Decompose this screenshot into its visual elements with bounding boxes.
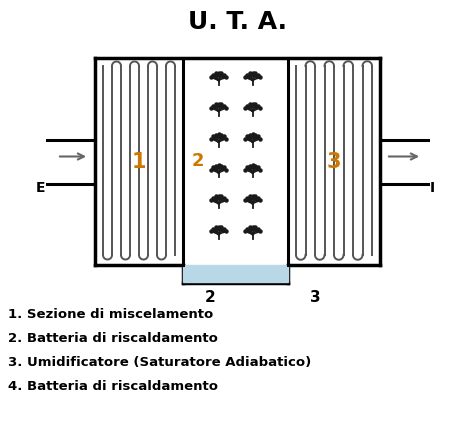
- Text: 3: 3: [327, 151, 341, 172]
- Text: 2. Batteria di riscaldamento: 2. Batteria di riscaldamento: [8, 332, 218, 345]
- Text: 2: 2: [192, 152, 204, 170]
- Text: 3. Umidificatore (Saturatore Adiabatico): 3. Umidificatore (Saturatore Adiabatico): [8, 356, 311, 369]
- Text: 3: 3: [310, 290, 320, 305]
- Text: U. T. A.: U. T. A.: [188, 10, 287, 34]
- Text: 2: 2: [205, 290, 216, 305]
- Text: 4. Batteria di riscaldamento: 4. Batteria di riscaldamento: [8, 380, 218, 393]
- Text: I: I: [430, 181, 435, 196]
- Polygon shape: [183, 265, 288, 282]
- Text: 1: 1: [132, 151, 146, 172]
- Text: 1. Sezione di miscelamento: 1. Sezione di miscelamento: [8, 308, 213, 321]
- Text: E: E: [36, 181, 45, 196]
